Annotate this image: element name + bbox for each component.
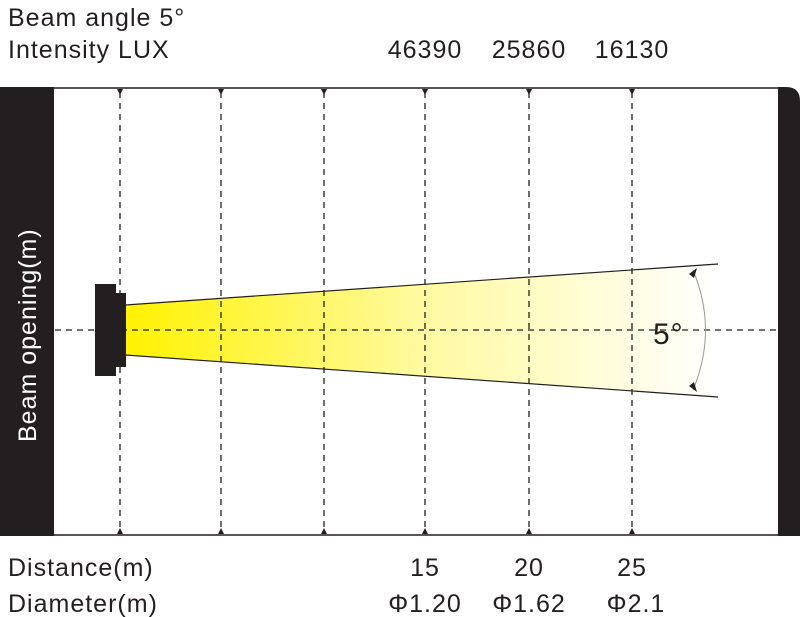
diameter-label: Diameter(m) (8, 590, 158, 617)
left-bar (0, 87, 54, 536)
distance-value: 15 (410, 554, 440, 582)
beam-angle-title: Beam angle 5° (8, 4, 185, 32)
lux-value: 16130 (595, 36, 670, 64)
diameter-value: Φ1.62 (492, 590, 566, 617)
angle-arc (692, 269, 706, 391)
gridline-arrow-icons (117, 89, 635, 534)
intensity-title: Intensity LUX (8, 36, 170, 64)
distance-label: Distance(m) (8, 554, 154, 582)
diameter-value: Φ2.1 (607, 590, 666, 617)
beam-edge-top (124, 263, 719, 306)
vertical-axis-label: Beam opening(m) (14, 228, 42, 442)
diameter-value: Φ1.20 (388, 590, 462, 617)
lux-value: 46390 (388, 36, 463, 64)
light-fixture-icon (95, 284, 126, 376)
beam-edge-bottom (124, 354, 719, 398)
lux-value: 25860 (492, 36, 567, 64)
distance-value: 25 (617, 554, 647, 582)
distance-value: 20 (514, 554, 544, 582)
arrow-down-icon (689, 382, 697, 392)
right-bar (778, 87, 800, 536)
arrow-up-icon (689, 268, 697, 278)
angle-label: 5° (653, 318, 684, 351)
